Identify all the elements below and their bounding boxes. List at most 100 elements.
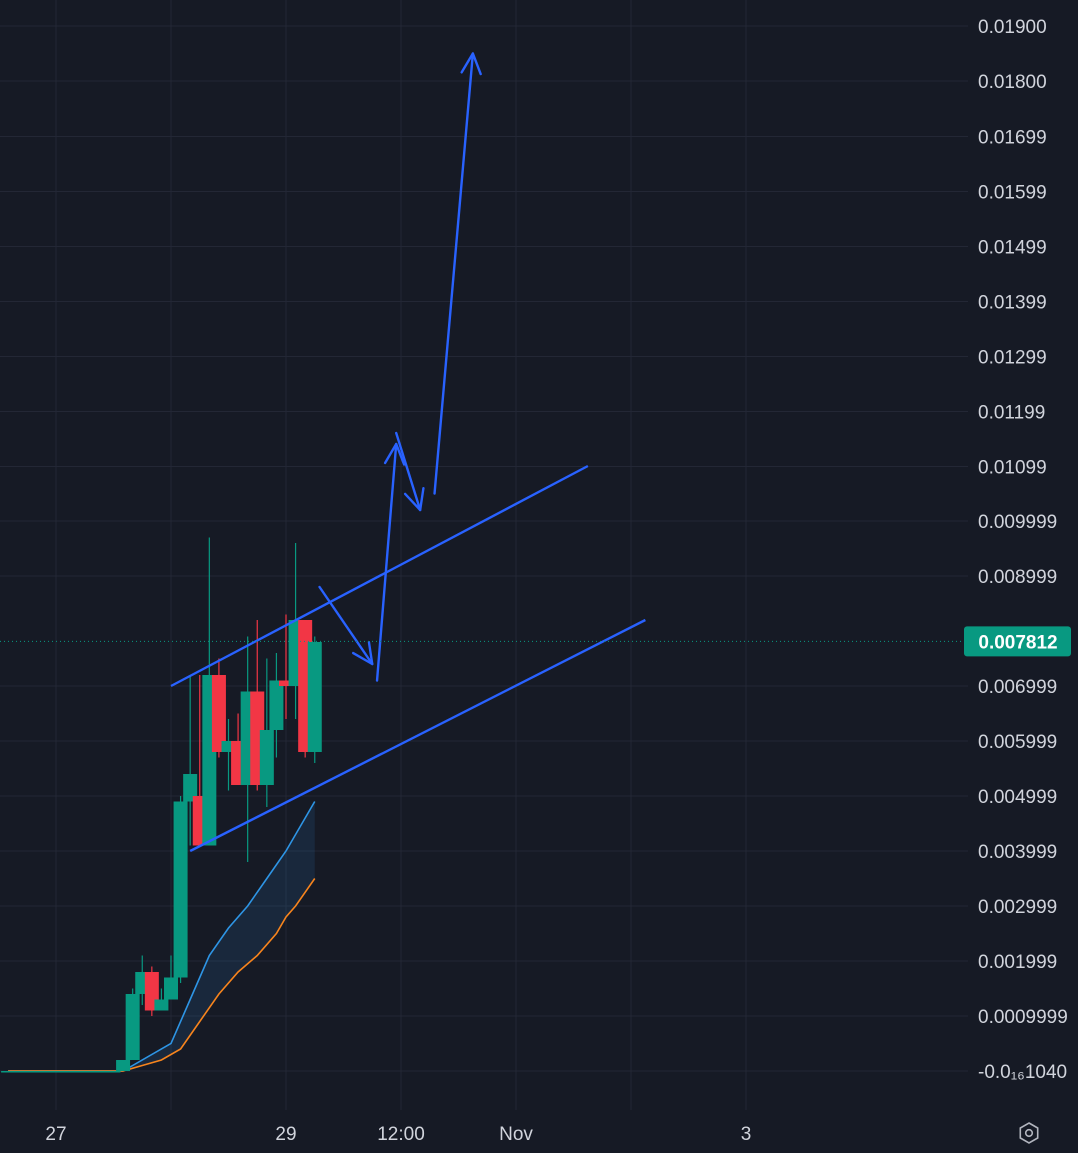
ma-band — [8, 801, 315, 1071]
candle[interactable] — [68, 1071, 83, 1073]
candle[interactable] — [10, 1071, 25, 1073]
candle[interactable] — [154, 988, 169, 1011]
candle-body — [164, 977, 178, 1000]
candle[interactable] — [269, 653, 284, 758]
candle[interactable] — [221, 719, 236, 791]
arrow-drawing[interactable] — [395, 431, 425, 512]
candle-body — [116, 1060, 131, 1071]
price-tick-label: 0.01399 — [978, 293, 1047, 314]
arrow-head — [460, 52, 482, 76]
drawing-tools[interactable] — [170, 52, 646, 853]
arrow-shaft — [395, 431, 422, 512]
price-tick-label: 0.01599 — [978, 183, 1047, 204]
candle-body — [183, 774, 198, 802]
price-tick-label: 0.008999 — [978, 567, 1057, 588]
price-tick-label: 0.0009999 — [978, 1007, 1068, 1028]
candle[interactable] — [116, 1060, 131, 1071]
price-tick-label: 0.001999 — [978, 952, 1057, 973]
candle-body — [87, 1071, 102, 1073]
candle[interactable] — [58, 1071, 73, 1073]
candle[interactable] — [279, 614, 293, 720]
x-axis-background — [0, 1110, 1078, 1153]
current-price-badge: 0.007812 — [964, 626, 1071, 657]
candle-body — [106, 1071, 121, 1073]
candle[interactable] — [259, 658, 274, 808]
moving-average-lines — [8, 801, 316, 1072]
time-axis[interactable]: 27 29 12:00 Nov 3 — [45, 1124, 751, 1145]
candle[interactable] — [87, 1071, 102, 1073]
candle[interactable] — [106, 1071, 121, 1073]
trend-line[interactable] — [170, 464, 589, 688]
candle-body — [96, 1071, 111, 1073]
chart-settings-button[interactable] — [1019, 1122, 1039, 1144]
price-tick-label: 0.01099 — [978, 458, 1047, 479]
candle[interactable] — [125, 988, 140, 1061]
candle-body — [39, 1071, 54, 1073]
arrow-drawing[interactable] — [318, 585, 374, 666]
price-tick-label: 0.01800 — [978, 72, 1047, 93]
arrow-head — [351, 641, 374, 666]
candlesticks[interactable] — [1, 537, 322, 1073]
candle[interactable] — [173, 796, 188, 983]
candle-body — [58, 1071, 73, 1073]
candle-body — [20, 1071, 35, 1073]
candle[interactable] — [164, 955, 178, 1000]
arrow-shaft — [433, 52, 475, 495]
price-tick-label: 0.01499 — [978, 238, 1047, 259]
candle[interactable] — [29, 1071, 44, 1073]
candle[interactable] — [211, 658, 226, 758]
time-tick-label: 27 — [45, 1124, 66, 1145]
candle[interactable] — [39, 1071, 54, 1073]
current-price-badge-bg — [964, 626, 1071, 657]
price-tick-label: 0.003999 — [978, 842, 1057, 863]
candle-body — [29, 1071, 44, 1073]
trend-line[interactable] — [189, 618, 646, 853]
candle-body — [125, 994, 140, 1060]
candle-body — [221, 741, 236, 752]
fast-ma-line — [8, 801, 316, 1072]
price-tick-label: 0.01199 — [978, 403, 1045, 424]
candle-body — [154, 999, 169, 1011]
candle-body — [77, 1071, 92, 1073]
arrow-drawing[interactable] — [433, 52, 482, 495]
candle[interactable] — [20, 1071, 35, 1073]
candle-body — [68, 1071, 83, 1073]
candle[interactable] — [77, 1071, 92, 1073]
arrow-shaft — [318, 585, 374, 666]
price-tick-label: 0.005999 — [978, 732, 1057, 753]
candle-body — [173, 801, 188, 978]
candle-body — [1, 1071, 16, 1073]
candle-body — [211, 675, 226, 752]
arrow-head — [403, 487, 425, 512]
price-tick-label: 0.006999 — [978, 677, 1057, 698]
ma-fill-area — [8, 801, 315, 1071]
price-tick-label: 0.01900 — [978, 17, 1047, 38]
current-price-label: 0.007812 — [978, 632, 1057, 653]
candle[interactable] — [49, 1071, 63, 1073]
candle[interactable] — [183, 675, 198, 846]
price-tick-label: 0.01699 — [978, 128, 1047, 149]
time-tick-label: 29 — [275, 1124, 296, 1145]
settings-icon[interactable] — [1019, 1122, 1039, 1144]
candle[interactable] — [96, 1071, 111, 1073]
settings-icon-center — [1024, 1128, 1034, 1138]
price-axis[interactable]: 0.01900 0.01800 0.01699 0.01599 0.01499 0.013… — [978, 17, 1068, 1083]
price-tick-label: 0.002999 — [978, 897, 1057, 918]
candle-body — [307, 642, 322, 752]
arrow-head — [383, 442, 406, 466]
price-tick-label: -0.0₁₆1040 — [978, 1062, 1067, 1083]
price-tick-label: 0.01299 — [978, 348, 1047, 369]
candle-body — [259, 730, 274, 785]
candle-body — [279, 680, 293, 686]
price-tick-label: 0.009999 — [978, 512, 1057, 533]
candle-body — [49, 1071, 63, 1073]
candle[interactable] — [307, 636, 322, 764]
candle[interactable] — [1, 1071, 16, 1073]
slow-ma-line — [8, 878, 316, 1072]
time-tick-label: Nov — [499, 1124, 533, 1145]
candle-body — [269, 680, 284, 730]
time-tick-label: 12:00 — [377, 1124, 425, 1145]
price-tick-label: 0.004999 — [978, 787, 1057, 808]
candle-body — [10, 1071, 25, 1073]
